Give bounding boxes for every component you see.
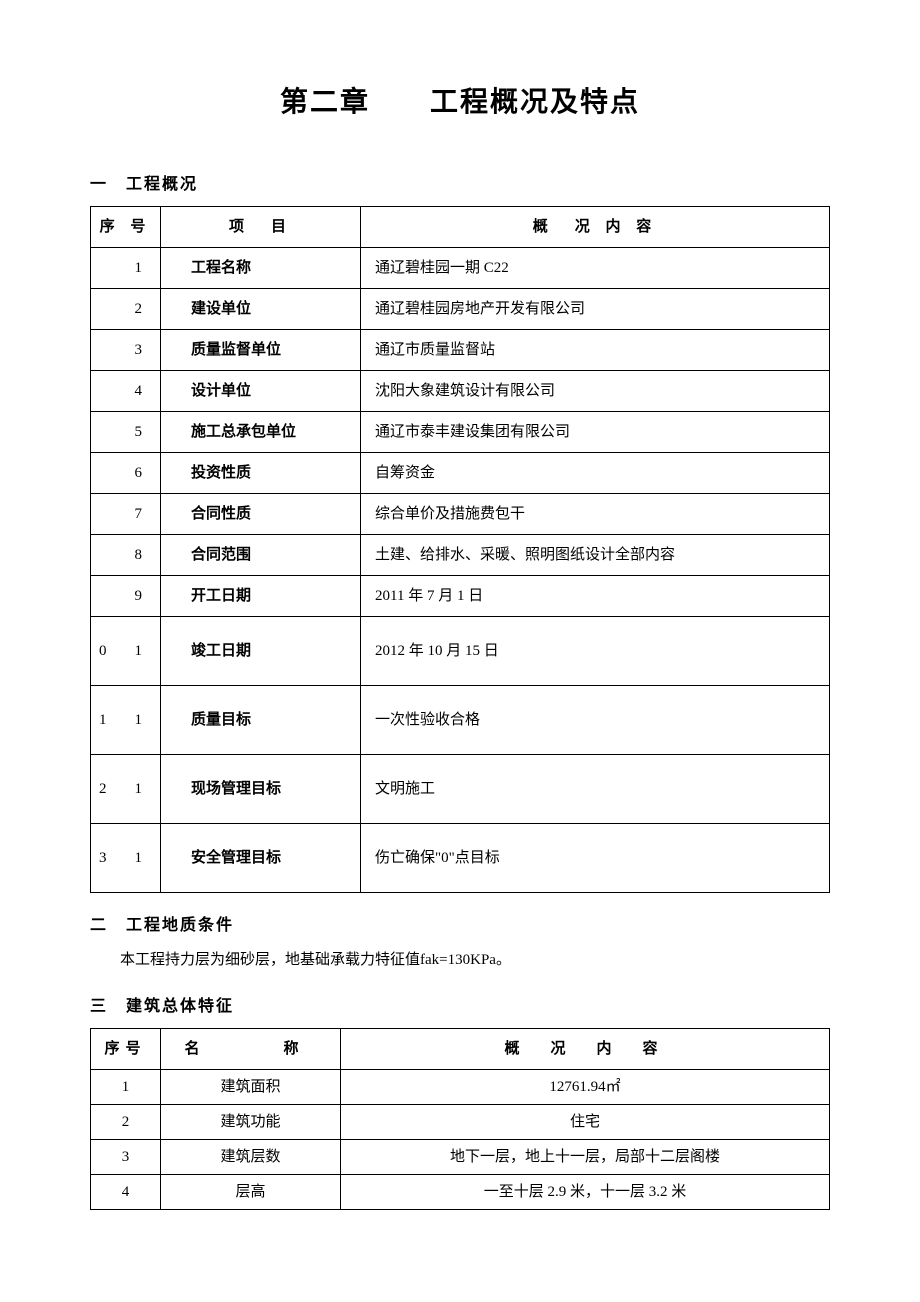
content-cell: 伤亡确保"0"点目标: [361, 824, 830, 893]
table-row: 4设计单位沈阳大象建筑设计有限公司: [91, 371, 830, 412]
table-row: 4层高一至十层 2.9 米，十一层 3.2 米: [91, 1175, 830, 1210]
item-cell: 现场管理目标: [161, 755, 361, 824]
seq-cell: 3: [91, 330, 161, 371]
item-cell: 工程名称: [161, 248, 361, 289]
name-cell: 建筑层数: [161, 1140, 341, 1175]
seq-cell: 7: [91, 494, 161, 535]
content-cell: 综合单价及措施费包干: [361, 494, 830, 535]
content-cell: 土建、给排水、采暖、照明图纸设计全部内容: [361, 535, 830, 576]
seq-part-b: 3: [99, 846, 107, 870]
content-cell: 一至十层 2.9 米，十一层 3.2 米: [341, 1175, 830, 1210]
col-content-header: 概 况 内 容: [341, 1029, 830, 1070]
section2-header: 二 工程地质条件: [90, 911, 830, 935]
seq-part-a: 1: [135, 777, 143, 801]
item-cell: 施工总承包单位: [161, 412, 361, 453]
content-cell: 通辽碧桂园房地产开发有限公司: [361, 289, 830, 330]
table-row: 2建设单位通辽碧桂园房地产开发有限公司: [91, 289, 830, 330]
seq-cell: 01: [91, 617, 161, 686]
content-cell: 通辽市泰丰建设集团有限公司: [361, 412, 830, 453]
seq-part-b: 0: [99, 639, 107, 663]
content-cell: 一次性验收合格: [361, 686, 830, 755]
table-header-row: 序 号 项 目 概 况 内 容: [91, 207, 830, 248]
item-cell: 投资性质: [161, 453, 361, 494]
seq-cell: 2: [91, 1105, 161, 1140]
col-item-header: 项 目: [161, 207, 361, 248]
content-cell: 12761.94㎡: [341, 1070, 830, 1105]
item-cell: 开工日期: [161, 576, 361, 617]
seq-cell: 8: [91, 535, 161, 576]
seq-cell: 1: [91, 248, 161, 289]
seq-cell: 31: [91, 824, 161, 893]
section3-header: 三 建筑总体特征: [90, 992, 830, 1016]
seq-cell: 11: [91, 686, 161, 755]
seq-cell: 6: [91, 453, 161, 494]
project-overview-table: 序 号 项 目 概 况 内 容 1工程名称通辽碧桂园一期 C222建设单位通辽碧…: [90, 206, 830, 893]
item-cell: 竣工日期: [161, 617, 361, 686]
seq-cell: 21: [91, 755, 161, 824]
seq-part-a: 1: [135, 846, 143, 870]
col-content-header: 概 况 内 容: [361, 207, 830, 248]
table-row: 9开工日期2011 年 7 月 1 日: [91, 576, 830, 617]
seq-cell: 5: [91, 412, 161, 453]
content-cell: 通辽市质量监督站: [361, 330, 830, 371]
table-row: 3建筑层数地下一层，地上十一层，局部十二层阁楼: [91, 1140, 830, 1175]
table-header-row: 序号 名 称 概 况 内 容: [91, 1029, 830, 1070]
content-cell: 文明施工: [361, 755, 830, 824]
seq-part-b: 2: [99, 777, 107, 801]
table-row: 11质量目标一次性验收合格: [91, 686, 830, 755]
item-cell: 质量目标: [161, 686, 361, 755]
seq-cell: 2: [91, 289, 161, 330]
item-cell: 质量监督单位: [161, 330, 361, 371]
item-cell: 合同范围: [161, 535, 361, 576]
col-name-header: 名 称: [161, 1029, 341, 1070]
table-row: 6投资性质自筹资金: [91, 453, 830, 494]
seq-cell: 3: [91, 1140, 161, 1175]
col-seq-header: 序号: [91, 1029, 161, 1070]
seq-part-b: 1: [99, 708, 107, 732]
table-row: 3质量监督单位通辽市质量监督站: [91, 330, 830, 371]
content-cell: 沈阳大象建筑设计有限公司: [361, 371, 830, 412]
content-cell: 通辽碧桂园一期 C22: [361, 248, 830, 289]
content-cell: 2012 年 10 月 15 日: [361, 617, 830, 686]
item-cell: 安全管理目标: [161, 824, 361, 893]
building-features-table: 序号 名 称 概 况 内 容 1建筑面积12761.94㎡2建筑功能住宅3建筑层…: [90, 1028, 830, 1210]
name-cell: 建筑面积: [161, 1070, 341, 1105]
table-row: 31安全管理目标伤亡确保"0"点目标: [91, 824, 830, 893]
item-cell: 建设单位: [161, 289, 361, 330]
seq-cell: 1: [91, 1070, 161, 1105]
content-cell: 地下一层，地上十一层，局部十二层阁楼: [341, 1140, 830, 1175]
seq-part-a: 1: [135, 708, 143, 732]
table-row: 1工程名称通辽碧桂园一期 C22: [91, 248, 830, 289]
table-row: 5施工总承包单位通辽市泰丰建设集团有限公司: [91, 412, 830, 453]
col-seq-header: 序 号: [91, 207, 161, 248]
name-cell: 层高: [161, 1175, 341, 1210]
section2-body: 本工程持力层为细砂层，地基础承载力特征值fak=130KPa。: [90, 947, 830, 974]
table-row: 01竣工日期2012 年 10 月 15 日: [91, 617, 830, 686]
table-row: 1建筑面积12761.94㎡: [91, 1070, 830, 1105]
table-row: 8合同范围土建、给排水、采暖、照明图纸设计全部内容: [91, 535, 830, 576]
table-row: 21现场管理目标文明施工: [91, 755, 830, 824]
name-cell: 建筑功能: [161, 1105, 341, 1140]
section1-header: 一 工程概况: [90, 170, 830, 194]
item-cell: 合同性质: [161, 494, 361, 535]
seq-cell: 4: [91, 371, 161, 412]
seq-cell: 9: [91, 576, 161, 617]
content-cell: 自筹资金: [361, 453, 830, 494]
item-cell: 设计单位: [161, 371, 361, 412]
content-cell: 住宅: [341, 1105, 830, 1140]
chapter-title: 第二章 工程概况及特点: [90, 80, 830, 120]
seq-cell: 4: [91, 1175, 161, 1210]
seq-part-a: 1: [135, 639, 143, 663]
table-row: 7合同性质综合单价及措施费包干: [91, 494, 830, 535]
content-cell: 2011 年 7 月 1 日: [361, 576, 830, 617]
table-row: 2建筑功能住宅: [91, 1105, 830, 1140]
